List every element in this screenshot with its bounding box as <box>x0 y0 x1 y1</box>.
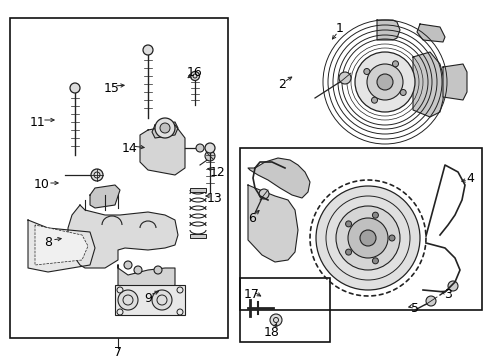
Text: 15: 15 <box>104 81 120 94</box>
Circle shape <box>205 143 215 153</box>
Circle shape <box>160 123 170 133</box>
Circle shape <box>270 314 282 326</box>
Circle shape <box>196 144 204 152</box>
Polygon shape <box>152 122 178 138</box>
Text: 9: 9 <box>144 292 152 305</box>
Circle shape <box>348 218 388 258</box>
Circle shape <box>154 266 162 274</box>
Circle shape <box>336 206 400 270</box>
Circle shape <box>91 169 103 181</box>
Circle shape <box>205 151 215 161</box>
Text: 13: 13 <box>207 192 223 204</box>
Bar <box>190 188 206 192</box>
Text: 4: 4 <box>466 171 474 184</box>
Polygon shape <box>90 185 120 208</box>
Circle shape <box>392 61 398 67</box>
Circle shape <box>70 83 80 93</box>
Polygon shape <box>248 185 298 262</box>
Circle shape <box>339 72 351 84</box>
Text: 16: 16 <box>187 66 203 78</box>
Polygon shape <box>413 52 445 117</box>
Text: 7: 7 <box>114 346 122 359</box>
Circle shape <box>372 212 378 218</box>
Bar <box>240 148 482 310</box>
Circle shape <box>134 266 142 274</box>
Polygon shape <box>140 125 185 175</box>
Circle shape <box>360 230 376 246</box>
Circle shape <box>377 74 393 90</box>
Circle shape <box>448 281 458 291</box>
Text: 18: 18 <box>264 325 280 338</box>
Text: 1: 1 <box>336 22 344 35</box>
Bar <box>240 278 330 342</box>
Text: 10: 10 <box>34 179 50 192</box>
Circle shape <box>426 296 436 306</box>
Text: 8: 8 <box>44 235 52 248</box>
Circle shape <box>372 258 378 264</box>
Circle shape <box>345 221 352 227</box>
Text: 2: 2 <box>278 78 286 91</box>
Circle shape <box>400 90 406 95</box>
Circle shape <box>191 72 199 81</box>
Text: 17: 17 <box>244 288 260 302</box>
Text: 3: 3 <box>444 288 452 302</box>
Polygon shape <box>377 20 400 40</box>
Polygon shape <box>68 205 178 268</box>
Circle shape <box>124 261 132 269</box>
Text: 12: 12 <box>210 166 226 179</box>
Polygon shape <box>118 265 175 295</box>
Circle shape <box>367 64 403 100</box>
Text: 14: 14 <box>122 141 138 154</box>
Bar <box>115 285 185 315</box>
Circle shape <box>155 118 175 138</box>
Text: 6: 6 <box>248 211 256 225</box>
Polygon shape <box>417 24 445 42</box>
Circle shape <box>371 97 377 103</box>
Polygon shape <box>35 225 88 265</box>
Circle shape <box>345 249 352 255</box>
Text: 5: 5 <box>411 302 419 315</box>
Circle shape <box>143 45 153 55</box>
Bar <box>10 18 228 338</box>
Polygon shape <box>28 220 95 272</box>
Circle shape <box>364 68 370 75</box>
Circle shape <box>259 189 269 199</box>
Circle shape <box>316 186 420 290</box>
Bar <box>190 234 206 238</box>
Circle shape <box>152 290 172 310</box>
Circle shape <box>355 52 415 112</box>
Text: 11: 11 <box>30 116 46 129</box>
Polygon shape <box>443 64 467 100</box>
Circle shape <box>118 290 138 310</box>
Circle shape <box>389 235 395 241</box>
Polygon shape <box>248 158 310 198</box>
